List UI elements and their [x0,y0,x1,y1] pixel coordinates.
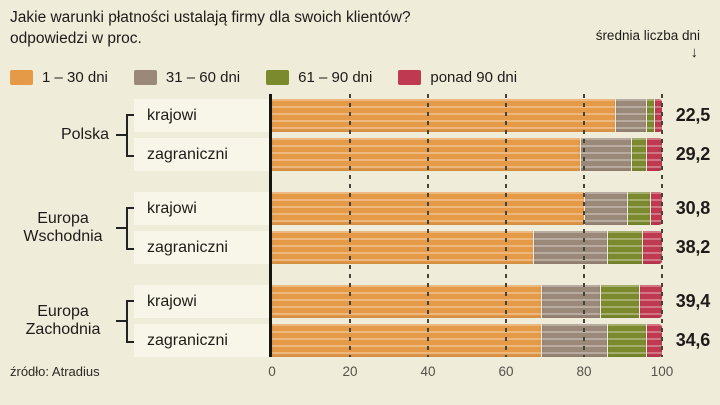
bar-segment-3 [607,324,647,357]
bar-segment-1 [272,138,581,171]
bar-segment-1 [272,192,584,225]
avg-days-label: średnia liczba dni [595,28,700,43]
bar-segment-4 [646,138,662,171]
group-connector [116,227,126,229]
stacked-bar [272,324,662,357]
chart-row: krajowi 30,8 [134,192,712,225]
bar-segment-3 [599,285,639,318]
row-label: krajowi [134,192,272,225]
chart-row: krajowi 39,4 [134,285,712,318]
bar-segment-2 [580,138,631,171]
chart-group: Polska krajowi 22,5 zagraniczni 29,2 [10,99,712,171]
bar-segment-2 [541,285,600,318]
legend-label: 1 – 30 dni [42,69,108,86]
legend-label: ponad 90 dni [430,69,518,86]
bar-segment-3 [626,192,651,225]
x-tick-label: 80 [576,364,592,379]
chart-group: Europa Zachodnia krajowi 39,4 zagraniczni 34… [10,285,712,357]
bar-segment-1 [272,231,534,264]
group-header: Europa Wschodnia [10,192,134,264]
group-bracket-icon [126,299,134,343]
chart-title: Jakie warunki płatności ustalają firmy d… [10,8,411,61]
legend-swatch-icon [133,70,157,85]
chart-group: Europa Wschodnia krajowi 30,8 zagraniczni 38… [10,192,712,264]
row-label: zagraniczni [134,324,272,357]
group-connector [116,320,126,322]
group-bracket-icon [126,113,134,157]
title-line2: odpowiedzi w proc. [10,29,142,47]
group-bracket-icon [126,206,134,250]
row-label: krajowi [134,285,272,318]
avg-days-value: 38,2 [675,237,710,257]
bar-segment-3 [630,138,647,171]
row-label: krajowi [134,99,272,132]
row-label: zagraniczni [134,138,272,171]
bar-segment-2 [584,192,627,225]
chart-header: Jakie warunki płatności ustalają firmy d… [10,8,712,61]
down-arrow-icon: ↓ [690,44,699,61]
avg-days-value: 29,2 [675,144,710,164]
bar-segment-4 [646,324,662,357]
bar-segment-2 [541,324,608,357]
legend-item: 31 – 60 dni [133,69,241,86]
legend-swatch-icon [266,70,290,85]
title-line1: Jakie warunki płatności ustalają firmy d… [10,9,411,26]
stacked-bar [272,99,662,132]
avg-days-header: średnia liczba dni ↓ [596,28,712,61]
x-tick-label: 100 [650,364,674,379]
legend-swatch-icon [10,70,33,85]
legend-item: 1 – 30 dni [10,69,108,86]
bar-segment-4 [650,192,662,225]
chart-row: krajowi 22,5 [134,99,712,132]
group-connector [116,134,126,136]
legend-item: 61 – 90 dni [266,69,372,86]
bar-segment-2 [615,99,647,132]
source-label: źródło: Atradius [10,364,100,379]
legend-swatch-icon [398,70,422,85]
bar-segment-1 [272,324,542,357]
bar-segment-4 [642,231,662,264]
bar-segment-3 [646,99,655,132]
avg-days-value: 39,4 [675,291,710,311]
stacked-bar [272,192,662,225]
avg-days-value: 30,8 [675,198,710,218]
bar-segment-2 [533,231,608,264]
stacked-bar [272,231,662,264]
x-tick-label: 20 [342,364,358,379]
group-header: Polska [10,99,134,171]
legend-label: 31 – 60 dni [165,69,241,86]
group-label: Europa Zachodnia [25,302,101,338]
x-axis-ticks: 0 20 40 60 80 100 [268,364,673,380]
group-label: Polska [60,125,109,143]
chart-row: zagraniczni 34,6 [134,324,712,357]
group-label: Europa Wschodnia [23,209,103,245]
bar-segment-1 [272,99,616,132]
legend-item: ponad 90 dni [398,69,517,86]
chart: Polska krajowi 22,5 zagraniczni 29,2 Europa W… [10,94,712,357]
avg-days-value: 22,5 [675,105,710,125]
x-tick-label: 0 [268,364,276,379]
legend-label: 61 – 90 dni [298,69,373,86]
bar-segment-4 [638,285,662,318]
stacked-bar [272,285,662,318]
bar-segment-3 [607,231,643,264]
chart-row: zagraniczni 29,2 [134,138,712,171]
x-tick-label: 40 [420,364,436,379]
bar-segment-4 [654,99,662,132]
chart-rows: Polska krajowi 22,5 zagraniczni 29,2 Europa W… [10,99,712,357]
x-tick-label: 60 [498,364,514,379]
avg-days-value: 34,6 [675,330,710,350]
group-header: Europa Zachodnia [10,285,134,357]
bar-segment-1 [272,285,542,318]
chart-footer: źródło: Atradius 0 20 40 60 80 100 [10,364,712,382]
stacked-bar [272,138,662,171]
legend: 1 – 30 dni 31 – 60 dni 61 – 90 dni ponad 90… [10,69,712,86]
chart-row: zagraniczni 38,2 [134,231,712,264]
row-label: zagraniczni [134,231,272,264]
